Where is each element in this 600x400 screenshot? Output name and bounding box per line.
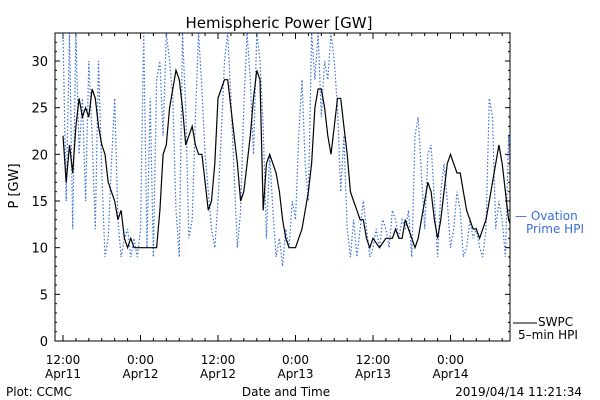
legend-swpc-line1: SWPC [538,315,573,329]
x-tick-label-time: 0:00 [127,353,154,367]
series-ovation-line [62,33,510,267]
x-tick-label-date: Apr13 [355,367,391,381]
y-tick-label: 10 [31,242,48,257]
y-tick-label: 5 [40,288,48,303]
x-tick-label-date: Apr13 [277,367,313,381]
y-tick-label: 30 [31,55,48,70]
legend: — Ovation Prime HPI SWPC 5–min HPI [513,209,584,342]
x-axis-label: Date and Time [242,385,330,399]
series-swpc-line [62,67,510,250]
x-tick-label-time: 12:00 [201,353,236,367]
y-tick-label: 0 [40,335,48,350]
legend-swpc-line2: 5–min HPI [518,328,578,342]
legend-ovation-line1: — Ovation [515,209,578,223]
x-tick-label-date: Apr11 [45,367,81,381]
series-layer [62,33,510,267]
y-tick-label: 20 [31,148,48,163]
plot-frame [54,32,511,342]
x-tick-label-time: 0:00 [437,353,464,367]
x-tick-label-time: 12:00 [46,353,81,367]
chart-title: Hemispheric Power [GW] [186,14,373,32]
y-tick-label: 25 [31,102,48,117]
y-tick-label: 15 [31,195,48,210]
timestamp: 2019/04/14 11:21:34 [455,385,582,399]
x-tick-label-date: Apr12 [200,367,236,381]
x-tick-label-time: 12:00 [356,353,391,367]
plot-credit: Plot: CCMC [6,385,72,399]
x-axis: 12:00Apr110:00Apr1212:00Apr120:00Apr1312… [45,33,503,381]
y-axis-label: P [GW] [7,163,22,208]
y-axis: 0 5 10 15 20 25 30 [31,41,510,350]
x-tick-label-date: Apr14 [432,367,468,381]
x-tick-label-date: Apr12 [122,367,158,381]
legend-ovation-line2: Prime HPI [526,222,584,236]
x-tick-label-time: 0:00 [282,353,309,367]
